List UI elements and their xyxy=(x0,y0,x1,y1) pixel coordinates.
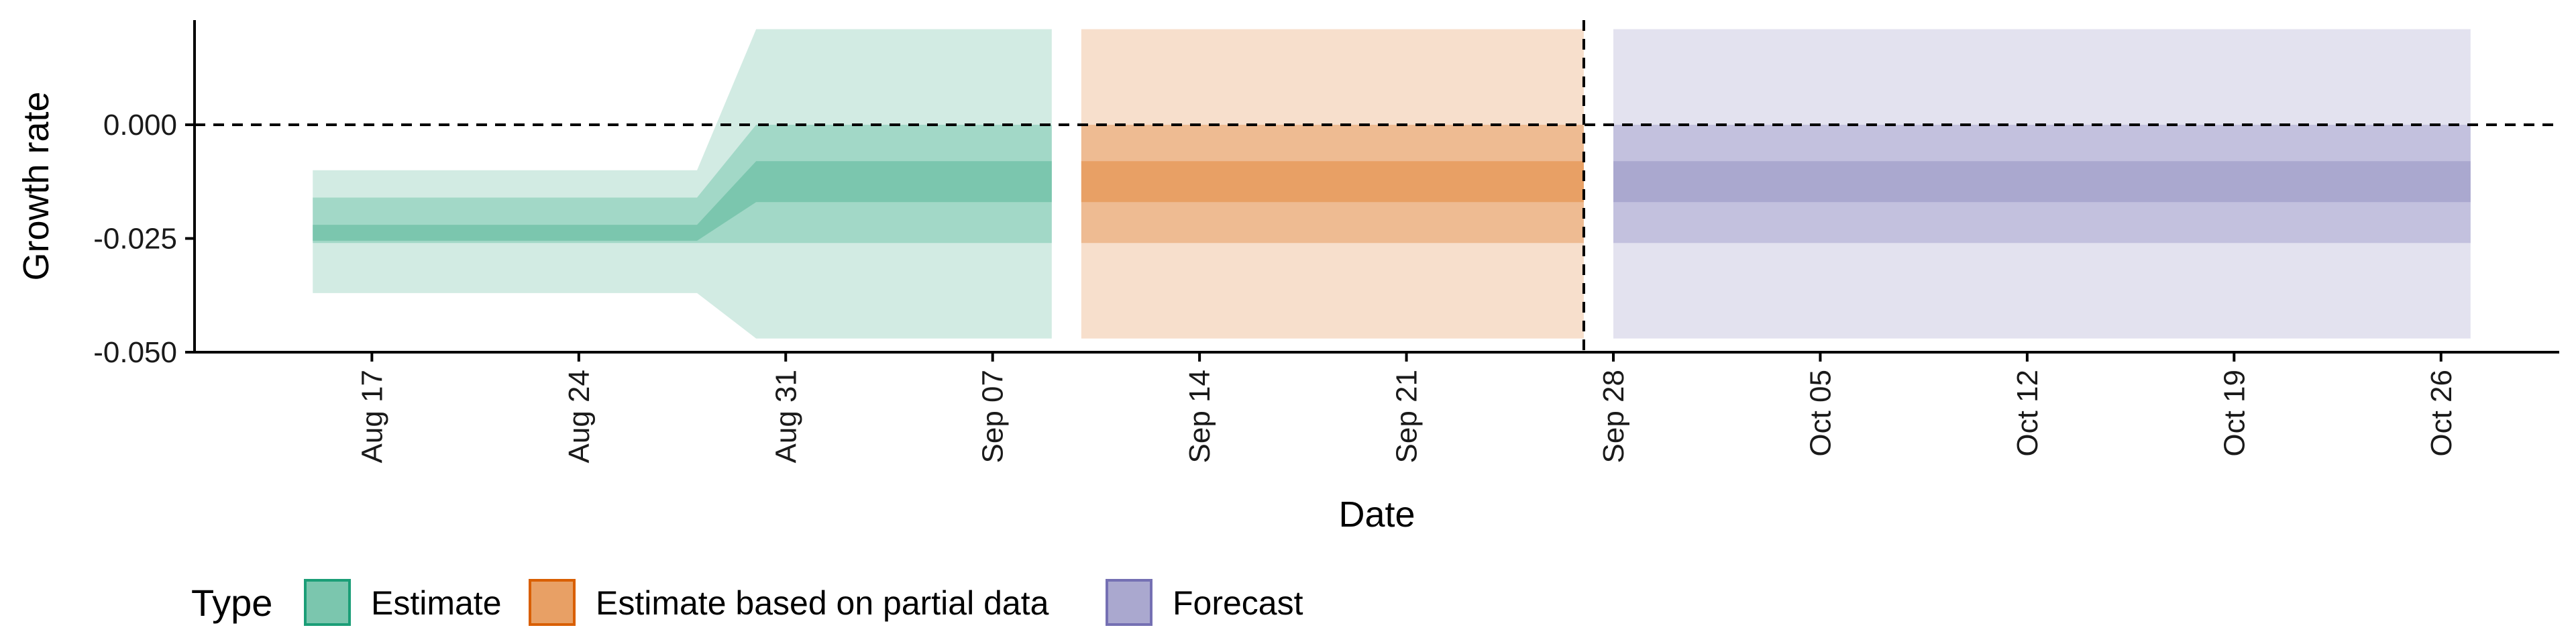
x-tick-label: Sep 07 xyxy=(977,370,1010,463)
credible-interval-bands xyxy=(313,29,2471,339)
x-tick-label: Sep 14 xyxy=(1183,370,1216,463)
x-tick-label: Aug 17 xyxy=(356,370,388,463)
x-tick-label: Oct 05 xyxy=(1804,370,1837,457)
x-tick-label: Aug 24 xyxy=(563,370,596,463)
x-tick-label: Oct 19 xyxy=(2218,370,2251,457)
estimate-ci50-band xyxy=(313,124,1052,244)
y-axis-title: Growth rate xyxy=(16,91,56,280)
x-tick-label: Oct 26 xyxy=(2425,370,2458,457)
estimate-ci20-band xyxy=(313,161,1052,241)
legend: Type Estimate Estimate based on partial d… xyxy=(191,579,1303,626)
legend-swatch xyxy=(529,579,576,626)
legend-label: Estimate based on partial data xyxy=(596,584,1049,622)
legend-swatch xyxy=(1106,579,1152,626)
y-tick-label: -0.025 xyxy=(93,222,177,255)
legend-label: Estimate xyxy=(371,584,502,622)
x-tick-label: Sep 21 xyxy=(1391,370,1424,463)
legend-swatch xyxy=(304,579,351,626)
x-tick-label: Aug 31 xyxy=(769,370,802,463)
x-tick-label: Sep 28 xyxy=(1597,370,1630,463)
y-axis-ticks: 0.000 -0.025 -0.050 xyxy=(93,109,195,369)
x-tick-label: Oct 12 xyxy=(2011,370,2044,457)
y-tick-label: -0.050 xyxy=(93,336,177,369)
axes xyxy=(193,20,2559,354)
legend-title: Type xyxy=(191,582,272,624)
legend-label: Forecast xyxy=(1173,584,1303,622)
x-axis-title: Date xyxy=(1338,494,1415,535)
estimate-ci90-band xyxy=(313,29,1052,339)
forecast-ci20-band xyxy=(1613,161,2471,203)
y-tick-label: 0.000 xyxy=(103,109,177,142)
estimate-based-on-partial-data-ci20-band xyxy=(1081,161,1584,203)
x-axis-ticks: Aug 17 Aug 24 Aug 31 Sep 07 Sep 14 Sep 21 Sep … xyxy=(356,352,2458,463)
